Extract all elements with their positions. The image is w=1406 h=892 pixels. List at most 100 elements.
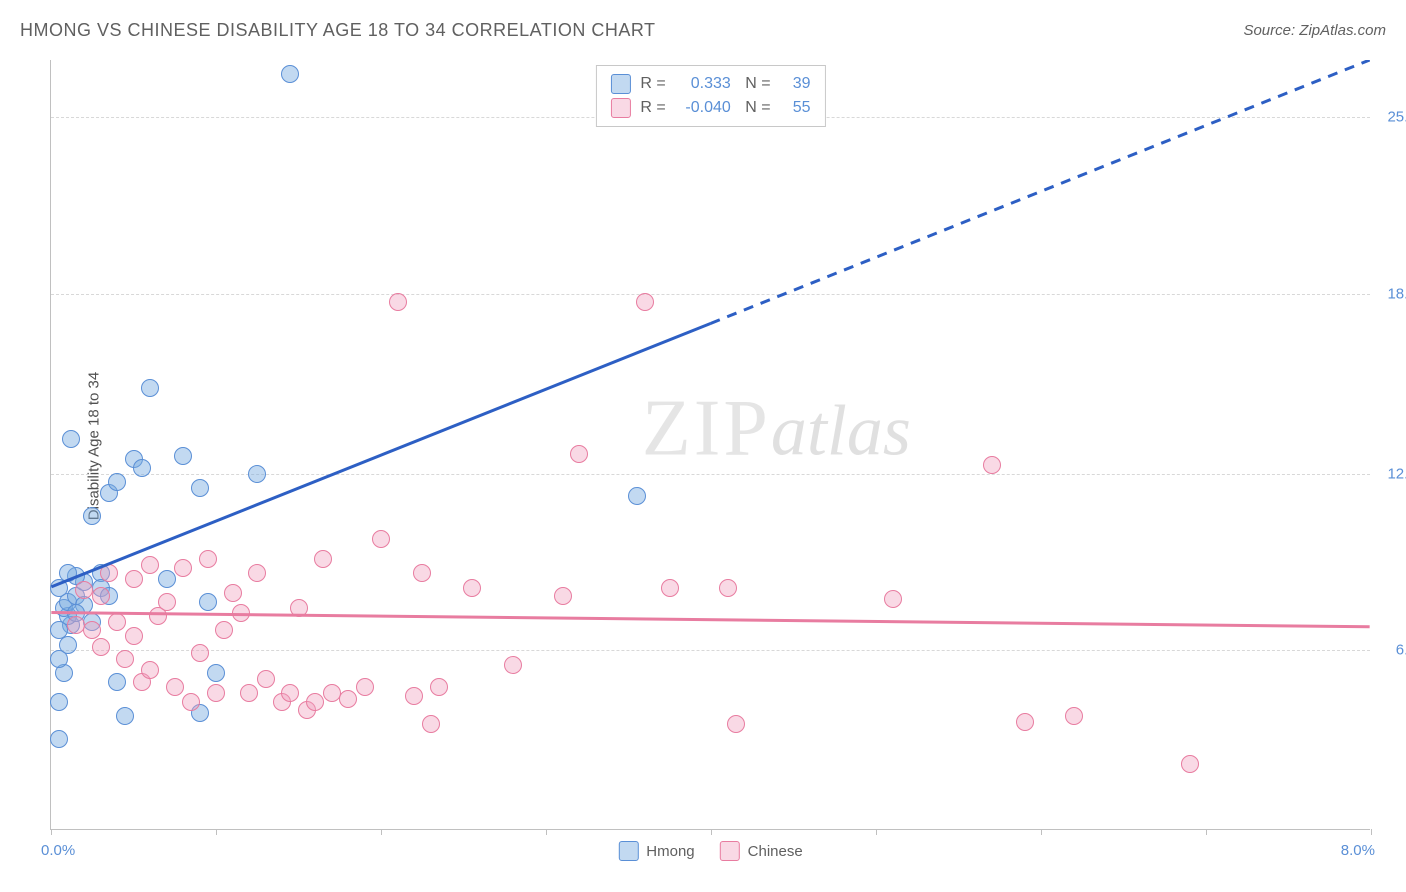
y-tick-label: 18.8% [1375,285,1406,302]
x-tick [876,829,877,835]
chinese-point [158,593,176,611]
correlation-legend: R = 0.333 N = 39 R = -0.040 N = 55 [595,65,825,127]
chinese-point [75,581,93,599]
chinese-point [314,550,332,568]
watermark: ZIPatlas [642,384,911,475]
chart-title: HMONG VS CHINESE DISABILITY AGE 18 TO 34… [20,20,656,41]
legend-n-value-chinese: 55 [781,99,811,117]
chinese-point [100,564,118,582]
legend-r-label: R = [640,75,665,93]
hmong-swatch [610,74,630,94]
y-tick-label: 12.5% [1375,465,1406,482]
watermark-atlas: atlas [771,391,911,471]
chinese-point [83,621,101,639]
x-tick [381,829,382,835]
chinese-point [1065,707,1083,725]
trend-lines [51,60,1370,829]
hmong-point [50,730,68,748]
chinese-point [116,650,134,668]
chinese-point [430,678,448,696]
x-tick [1371,829,1372,835]
hmong-swatch [618,841,638,861]
chinese-point [554,587,572,605]
chinese-point [240,684,258,702]
chinese-point [281,684,299,702]
chinese-point [323,684,341,702]
legend-label-hmong: Hmong [646,843,694,860]
hmong-point [83,507,101,525]
chinese-point [199,550,217,568]
chinese-point [727,715,745,733]
chinese-point [125,627,143,645]
legend-row-hmong: R = 0.333 N = 39 [610,72,810,96]
chinese-point [389,293,407,311]
x-tick [1041,829,1042,835]
chinese-point [661,579,679,597]
chinese-point [232,604,250,622]
chinese-point [413,564,431,582]
chinese-point [215,621,233,639]
x-tick [51,829,52,835]
chinese-point [92,587,110,605]
chinese-point [108,613,126,631]
chinese-point [1016,713,1034,731]
legend-n-label: N = [741,99,771,117]
x-tick [1206,829,1207,835]
chinese-point [166,678,184,696]
legend-r-label: R = [640,99,665,117]
hmong-point [174,447,192,465]
chinese-point [174,559,192,577]
chinese-swatch [610,98,630,118]
legend-n-value-hmong: 39 [781,75,811,93]
legend-r-value-hmong: 0.333 [676,75,731,93]
gridline [51,650,1370,651]
hmong-point [628,487,646,505]
hmong-point [133,459,151,477]
chinese-point [306,693,324,711]
chinese-point [356,678,374,696]
chinese-point [1181,755,1199,773]
y-tick-label: 6.3% [1375,642,1406,659]
chinese-point [290,599,308,617]
hmong-point [50,693,68,711]
chinese-point [636,293,654,311]
chinese-point [67,616,85,634]
hmong-point [248,465,266,483]
source-label: Source: ZipAtlas.com [1243,22,1386,39]
legend-r-value-chinese: -0.040 [676,99,731,117]
chinese-point [422,715,440,733]
legend-item-chinese: Chinese [720,841,803,861]
hmong-point [59,564,77,582]
chinese-point [504,656,522,674]
legend-row-chinese: R = -0.040 N = 55 [610,96,810,120]
legend-label-chinese: Chinese [748,843,803,860]
chinese-point [125,570,143,588]
chinese-point [207,684,225,702]
series-legend: Hmong Chinese [618,841,802,861]
hmong-point [50,621,68,639]
hmong-point [199,593,217,611]
legend-n-label: N = [741,75,771,93]
x-tick [216,829,217,835]
legend-item-hmong: Hmong [618,841,694,861]
y-tick-label: 25.0% [1375,109,1406,126]
chinese-point [141,661,159,679]
chinese-point [224,584,242,602]
chinese-swatch [720,841,740,861]
chinese-point [339,690,357,708]
hmong-point [116,707,134,725]
chinese-point [191,644,209,662]
plot-area: ZIPatlas R = 0.333 N = 39 R = -0.040 N =… [50,60,1370,830]
x-axis-start-label: 0.0% [41,842,75,859]
chinese-point [405,687,423,705]
hmong-point [62,430,80,448]
chinese-point [257,670,275,688]
hmong-point [108,473,126,491]
chinese-point [463,579,481,597]
hmong-point [207,664,225,682]
chinese-point [983,456,1001,474]
hmong-point [281,65,299,83]
chinese-point [182,693,200,711]
hmong-point [141,379,159,397]
x-tick [711,829,712,835]
